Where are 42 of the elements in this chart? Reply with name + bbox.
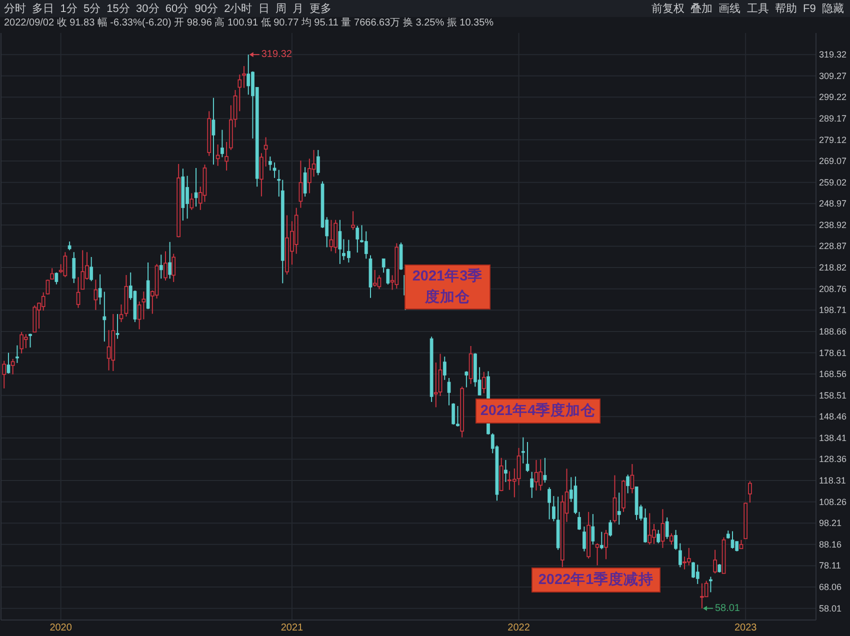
y-tick-label: 299.22: [819, 92, 847, 102]
note: 2022年1季度减持: [532, 568, 660, 592]
y-tick-label: 168.56: [819, 369, 847, 380]
y-tick-label: 259.02: [819, 177, 847, 188]
y-tick-label: 238.92: [819, 220, 847, 230]
y-tick-label: 218.82: [819, 262, 847, 273]
text: 分时 多日 1分 5分 15分 30分 60分 90分 2小时 日 周 月 更多: [4, 2, 332, 15]
y-tick-label: 289.17: [819, 113, 847, 124]
y-tick-label: 98.21: [819, 518, 842, 528]
x-tick-label: 2022: [508, 622, 530, 634]
x-tick-label: 2023: [734, 622, 758, 634]
y-tick-label: 118.31: [819, 476, 846, 486]
y-tick-label: 108.26: [819, 496, 847, 507]
y-tick-label: 148.46: [819, 412, 847, 422]
y-tick-label: 309.27: [819, 70, 847, 81]
y-tick-label: 78.11: [819, 560, 841, 571]
annotation: 2021年3季度加仓: [412, 268, 483, 306]
note: 2021年4季度加仓: [476, 398, 600, 424]
y-tick-label: 188.66: [819, 326, 847, 336]
y-tick-label: 88.16: [819, 539, 842, 550]
y-tick-label: 228.87: [819, 241, 847, 252]
y-tick-label: 248.97: [819, 198, 847, 209]
y-tick-label: 128.36: [819, 454, 847, 464]
y-tick-label: 319.32: [819, 50, 847, 60]
chart-subtitle: 2022/09/02 收 91.83 幅 -6.33%(-6.20) 开 98.96 高 100.91 低 90.77 均 95.11 量 7666.63万 换 3.25% 振 10.35%: [4, 16, 494, 28]
x-tick-label: 2021: [280, 622, 304, 634]
y-tick-label: 269.07: [819, 156, 847, 166]
y-tick-label: 198.71: [819, 305, 847, 316]
y-tick-label: 138.41: [819, 432, 847, 443]
y-tick-label: 68.06: [819, 582, 842, 592]
annotation: 2021年4季度加仓: [480, 401, 597, 419]
text: 前复权 叠加 画线 工具 帮助 F9 隐藏: [651, 2, 844, 15]
note: 2021年3季度加仓: [404, 264, 490, 310]
annotation: 58.01: [714, 602, 740, 614]
y-tick-label: 279.12: [819, 134, 847, 145]
y-tick-label: 58.01: [819, 603, 842, 614]
y-tick-label: 158.51: [819, 390, 847, 400]
annotation: 319.32: [261, 49, 292, 60]
y-tick-label: 178.61: [819, 348, 847, 358]
y-tick-label: 208.76: [819, 284, 847, 294]
annotation: 2022年1季度减持: [538, 570, 654, 588]
x-tick-label: 2020: [50, 622, 72, 634]
